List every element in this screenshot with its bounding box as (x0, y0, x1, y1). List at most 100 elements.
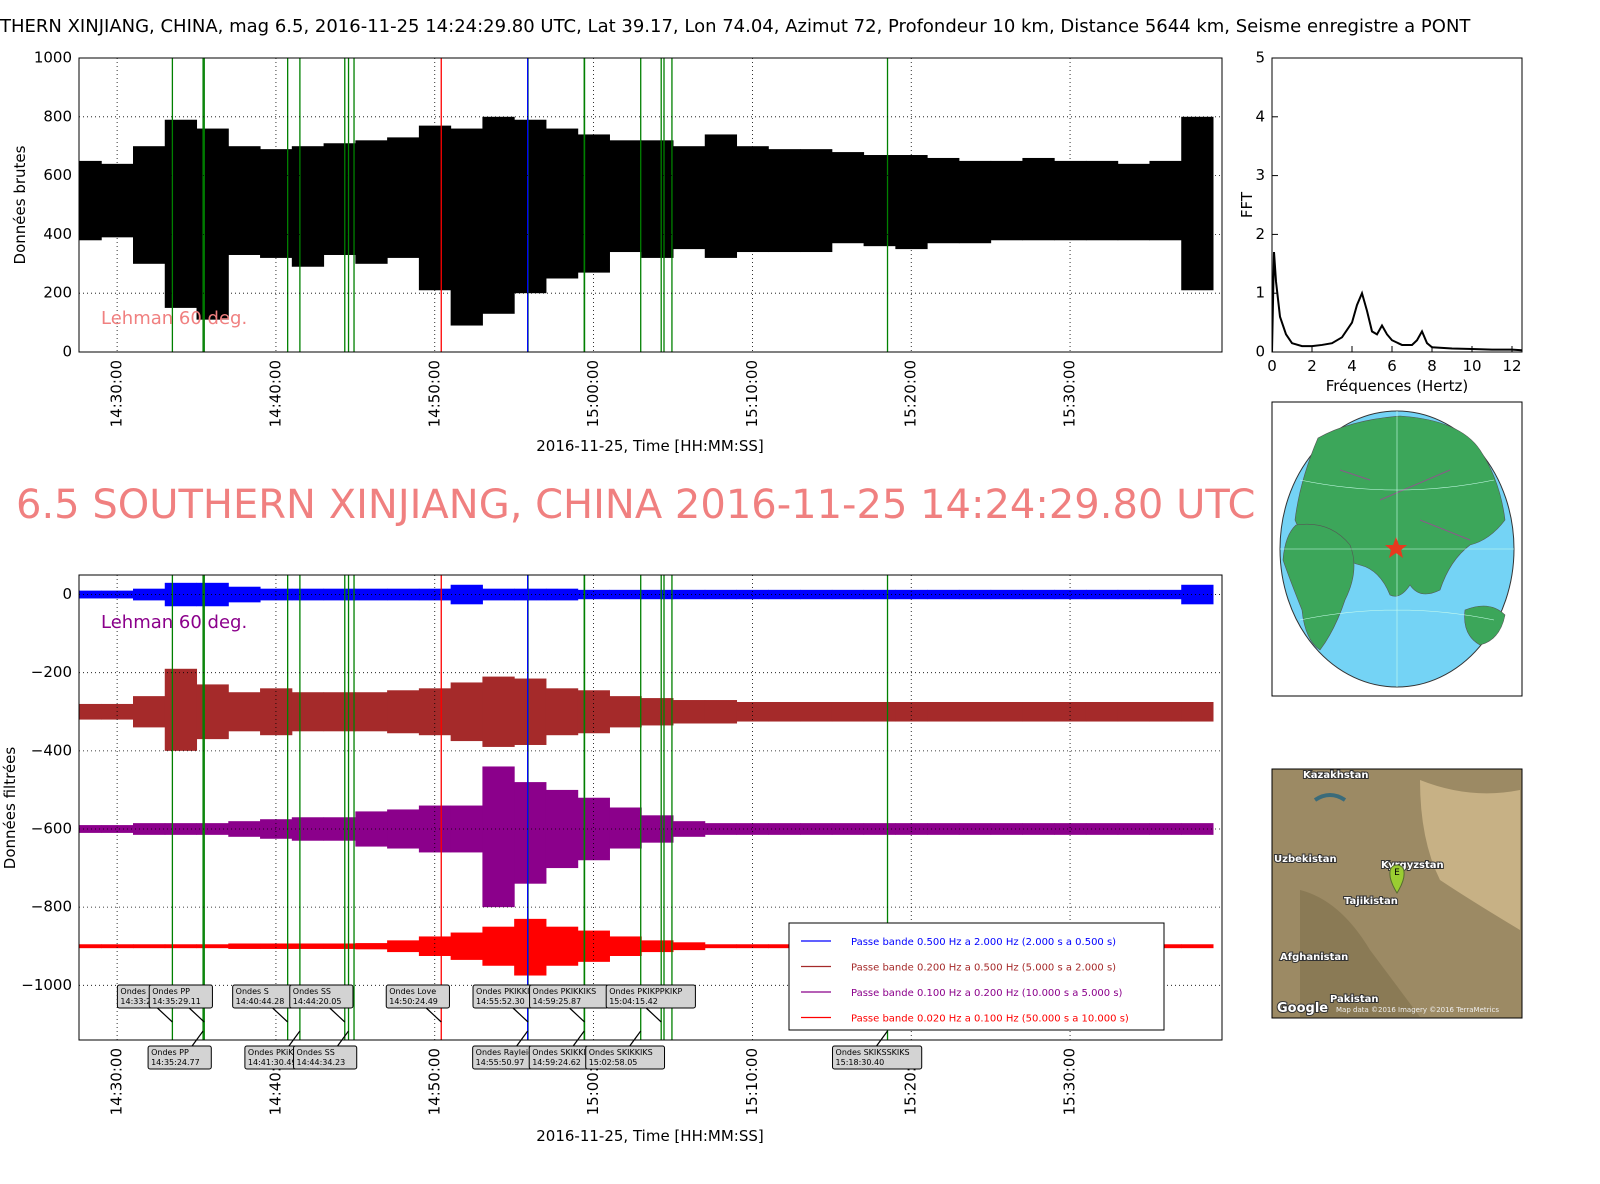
y-tick-label: −400 (31, 741, 72, 759)
waveform-segment (514, 678, 547, 745)
waveform-segment (228, 821, 261, 837)
waveform-segment (482, 676, 515, 747)
phase-arrow (425, 1007, 442, 1023)
waveform-segment (1022, 701, 1055, 722)
waveform-segment (260, 819, 293, 839)
waveform-segment (514, 782, 547, 884)
waveform-segment (800, 589, 833, 600)
waveform-segment (800, 823, 833, 835)
waveform-segment (641, 940, 674, 953)
waveform-segment (927, 157, 960, 244)
phase-name: Ondes SS (297, 1048, 335, 1057)
waveform-segment (514, 119, 547, 294)
waveform-segment (609, 936, 642, 956)
waveform-segment (1181, 116, 1214, 291)
phase-arrow (156, 1007, 173, 1023)
waveform-segment (355, 692, 388, 732)
x-axis-label: 2016-11-25, Time [HH:MM:SS] (536, 437, 763, 455)
legend-label: Passe bande 0.200 Hz a 0.500 Hz (5.000 s… (851, 963, 1116, 974)
legend-label: Passe bande 0.500 Hz a 2.000 Hz (2.000 s… (851, 937, 1116, 948)
x-tick-label: 14:40:00 (266, 360, 284, 427)
y-tick-label: 1 (1255, 284, 1265, 302)
waveform-segment (101, 825, 134, 833)
y-tick-label: 4 (1255, 107, 1265, 125)
legend-label: Passe bande 0.100 Hz a 0.200 Hz (10.000 … (851, 988, 1123, 999)
waveform-segment (990, 823, 1023, 835)
x-tick-label: 15:10:00 (743, 360, 761, 427)
y-tick-label: 3 (1255, 166, 1265, 184)
phase-arrow (512, 1007, 529, 1023)
waveform-segment (1149, 589, 1182, 600)
waveform-segment (355, 943, 388, 950)
phase-arrow (645, 1007, 662, 1023)
y-tick-label: 400 (43, 225, 72, 243)
waveform-segment (450, 805, 483, 853)
waveform-segment (673, 821, 706, 837)
waveform-segment (545, 588, 579, 601)
waveform-segment (800, 149, 833, 253)
phase-arrow (337, 1030, 350, 1047)
waveform-segment (1149, 160, 1182, 241)
waveform-segment (79, 703, 102, 720)
y-tick-label: 0 (1255, 343, 1265, 361)
waveform-segment (1149, 944, 1182, 949)
phase-arrow (288, 1030, 301, 1047)
phase-arrow (329, 1007, 346, 1023)
y-tick-label: 800 (43, 107, 72, 125)
map-attribution: Map data ©2016 Imagery ©2016 TerraMetric… (1336, 1006, 1499, 1014)
waveform-segment (609, 140, 642, 253)
marker-label: E (1394, 868, 1400, 878)
phase-box (832, 1045, 923, 1070)
phase-arrow (188, 1007, 205, 1023)
waveform-segment (927, 701, 960, 722)
phase-time: 14:59:25.87 (533, 997, 582, 1006)
phase-box (147, 1045, 212, 1070)
waveform-segment (1022, 157, 1055, 241)
phase-box (148, 984, 213, 1009)
x-tick-label: 14:50:00 (425, 360, 443, 427)
globe-map (1271, 401, 1523, 697)
x-tick-label: 14:30:00 (108, 1048, 126, 1115)
phase-time: 14:50:24.49 (389, 997, 438, 1006)
waveform-segment (482, 926, 515, 966)
waveform-segment (736, 589, 769, 600)
y-tick-label: 2 (1255, 225, 1265, 243)
annotation: Lehman 60 deg. (101, 612, 247, 633)
waveform-segment (704, 823, 738, 835)
waveform-segment (291, 692, 325, 732)
x-tick-label: 6 (1387, 357, 1397, 375)
legend-box (788, 922, 1165, 1031)
y-tick-label: 600 (43, 166, 72, 184)
legend-label: Passe bande 0.020 Hz a 0.100 Hz (50.000 … (851, 1014, 1129, 1025)
map-label: Tajikistan (1344, 896, 1398, 907)
waveform-segment (863, 155, 896, 247)
y-tick-label: −200 (31, 663, 72, 681)
waveform-segment (1117, 589, 1150, 600)
waveform-segment (1149, 823, 1182, 835)
waveform-segment (291, 146, 325, 267)
waveform-segment (768, 149, 801, 253)
phase-name: Ondes PP (152, 987, 190, 996)
phase-arrow (516, 1030, 529, 1047)
waveform-segment (863, 701, 896, 722)
waveform-segment (577, 134, 610, 273)
waveform-segment (323, 692, 356, 732)
x-tick-label: 12 (1502, 357, 1521, 375)
phase-arrow (876, 1030, 889, 1047)
map-label: Uzbekistan (1274, 854, 1337, 865)
waveform-segment (228, 586, 261, 603)
phase-arrow (191, 1030, 204, 1047)
waveform-segment (736, 944, 769, 949)
phase-name: Ondes PKiKP (248, 1048, 299, 1057)
waveform-segment (736, 823, 769, 835)
waveform-segment (673, 146, 706, 250)
waveform-segment (1085, 701, 1119, 722)
waveform-segment (641, 140, 674, 258)
phase-time: 14:55:52.30 (476, 997, 525, 1006)
waveform-segment (1149, 701, 1182, 722)
phase-arrow (629, 1030, 642, 1047)
epicenter-star (1385, 537, 1407, 558)
waveform-segment (101, 590, 134, 599)
phase-time: 14:55:50.97 (476, 1058, 525, 1067)
waveform-segment (831, 152, 865, 244)
